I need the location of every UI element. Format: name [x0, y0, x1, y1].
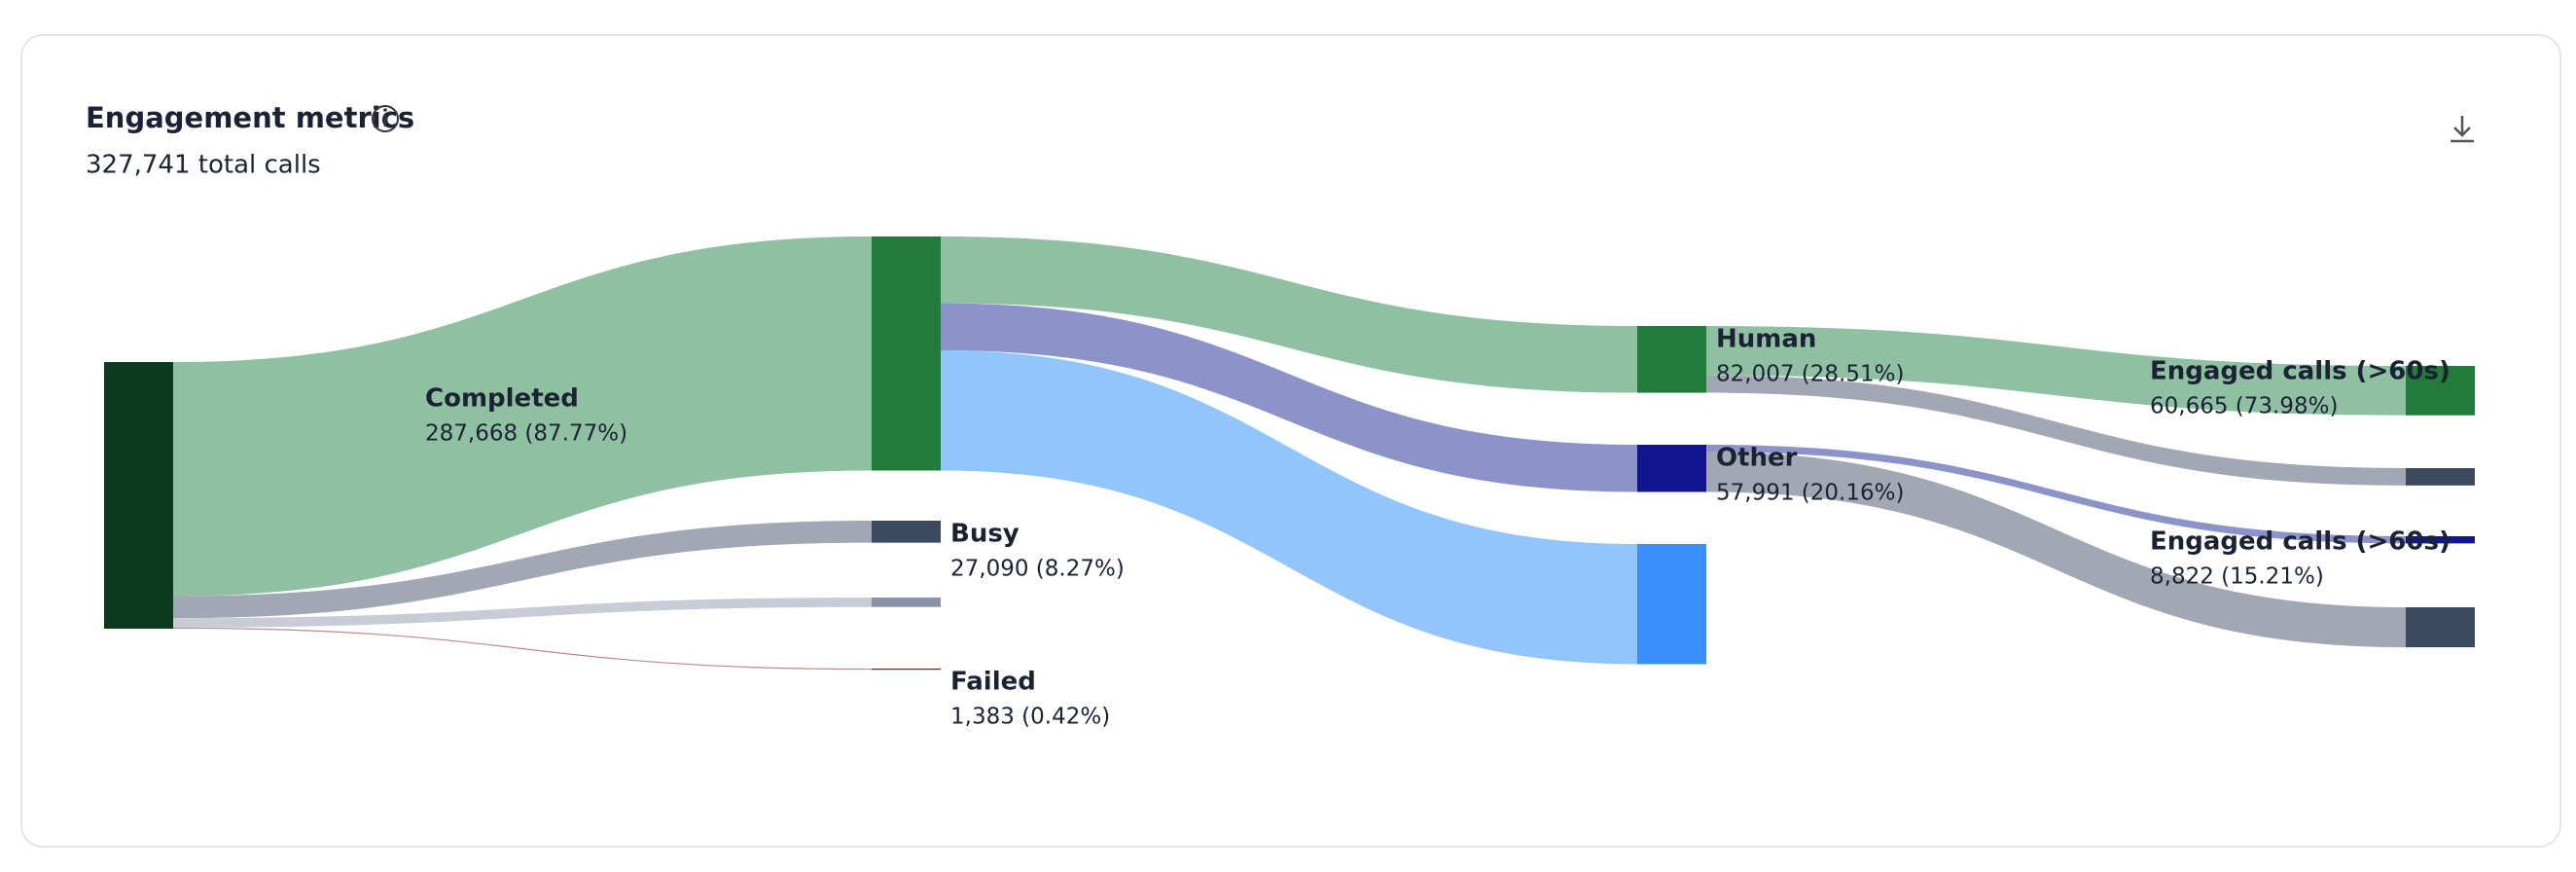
node — [872, 236, 941, 471]
node-label: Failed — [950, 668, 1036, 697]
node — [2406, 536, 2475, 544]
node — [1637, 445, 1706, 492]
chart-subtitle: 327,741 total calls — [86, 151, 321, 180]
node-label: Busy — [950, 520, 1020, 549]
node-value-label: 8,822 (15.21%) — [2150, 564, 2324, 590]
node — [2406, 366, 2475, 416]
node — [1637, 544, 1706, 665]
chart-title: Engagement metrics — [86, 101, 414, 134]
link — [1706, 452, 2406, 648]
download-button[interactable] — [2451, 116, 2474, 143]
node-label: Completed — [425, 384, 579, 414]
node-value-label: 57,991 (20.16%) — [1716, 481, 1904, 506]
node-label: Human — [1716, 325, 1816, 354]
link — [1706, 375, 2406, 486]
link — [173, 598, 872, 628]
node — [872, 669, 941, 671]
info-icon[interactable] — [372, 105, 399, 132]
node-label: Engaged calls (>60s) — [2150, 527, 2451, 557]
node-label: Engaged calls (>60s) — [2150, 357, 2451, 386]
link — [1706, 326, 2406, 416]
node — [1637, 326, 1706, 393]
node-value-label: 82,007 (28.51%) — [1716, 362, 1904, 387]
node-label: Other — [1716, 444, 1798, 473]
node — [104, 362, 173, 629]
node — [2406, 607, 2475, 648]
node-value-label: 60,665 (73.98%) — [2150, 394, 2338, 419]
node — [872, 598, 941, 607]
node — [2406, 468, 2475, 486]
card — [20, 34, 2561, 848]
link — [941, 350, 1637, 665]
node — [872, 521, 941, 543]
link — [173, 521, 872, 619]
link — [173, 236, 872, 597]
link — [941, 303, 1637, 492]
link — [1706, 445, 2406, 544]
link — [173, 627, 872, 671]
node-value-label: 287,668 (87.77%) — [425, 421, 627, 447]
link — [941, 236, 1637, 393]
node-value-label: 27,090 (8.27%) — [950, 557, 1125, 582]
node-value-label: 1,383 (0.42%) — [950, 705, 1110, 730]
